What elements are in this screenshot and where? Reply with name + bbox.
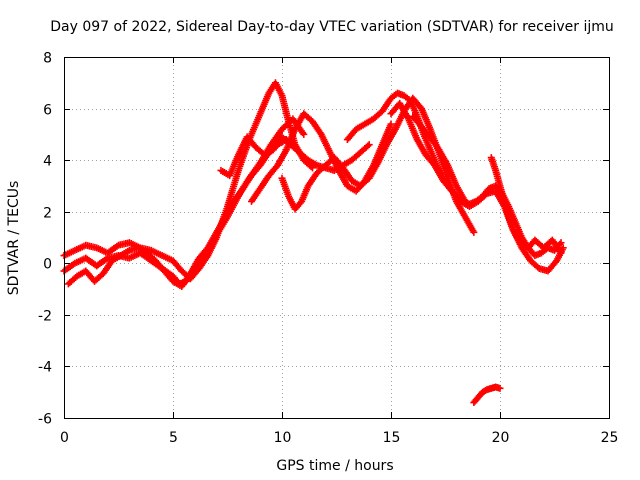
series-track-11 bbox=[470, 383, 504, 407]
series-track-9 bbox=[409, 112, 469, 205]
data-point bbox=[557, 249, 565, 257]
plot-frame bbox=[64, 57, 610, 419]
y-axis-label: SDTVAR / TECUs bbox=[6, 181, 22, 296]
x-tick-label: 5 bbox=[169, 430, 178, 446]
x-tick-label: 10 bbox=[274, 430, 292, 446]
data-point bbox=[461, 197, 469, 205]
data-point bbox=[365, 141, 373, 149]
x-tick-label: 20 bbox=[492, 430, 510, 446]
data-point bbox=[496, 384, 504, 392]
y-tick-label: 0 bbox=[43, 257, 52, 273]
data-point bbox=[300, 130, 308, 138]
data-point bbox=[364, 142, 372, 150]
chart-title: Day 097 of 2022, Sidereal Day-to-day VTE… bbox=[50, 19, 614, 35]
grid bbox=[64, 57, 609, 418]
series-track-2 bbox=[60, 115, 308, 288]
y-tick-label: 4 bbox=[43, 154, 52, 170]
data-point bbox=[309, 164, 317, 172]
data-point bbox=[557, 239, 565, 247]
data-points bbox=[60, 79, 567, 407]
y-tick-label: 6 bbox=[43, 103, 52, 119]
series-track-8 bbox=[387, 99, 567, 275]
x-tick-label: 25 bbox=[601, 430, 619, 446]
y-tick-label: -6 bbox=[38, 412, 52, 428]
x-axis-label: GPS time / hours bbox=[276, 458, 393, 474]
axis-ticks: 0 5 10 15 20 25 -6 -4 -2 0 2 4 6 8 bbox=[38, 51, 618, 447]
y-tick-label: 8 bbox=[43, 51, 52, 67]
y-tick-label: -2 bbox=[38, 309, 52, 325]
series-track-5 bbox=[247, 110, 395, 205]
y-tick-label: 2 bbox=[43, 206, 52, 222]
series-track-10 bbox=[487, 154, 565, 257]
data-point bbox=[470, 228, 478, 236]
x-tick-label: 15 bbox=[383, 430, 401, 446]
x-tick-label: 0 bbox=[60, 430, 69, 446]
data-point bbox=[387, 120, 395, 128]
y-tick-label: -4 bbox=[38, 360, 52, 376]
